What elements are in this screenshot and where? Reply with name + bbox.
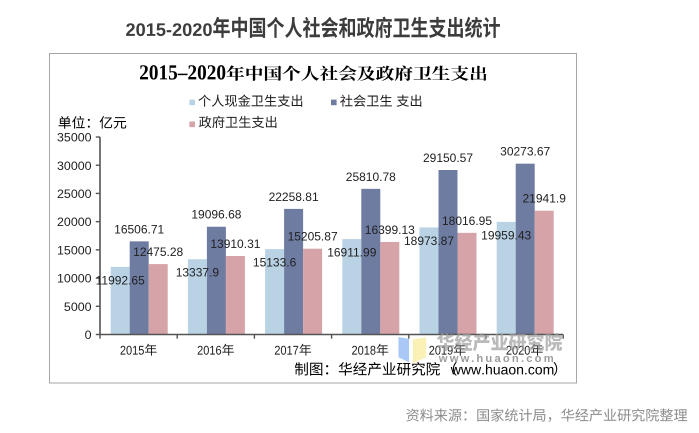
- svg-text:www.huaon.com: www.huaon.com: [438, 353, 556, 365]
- svg-text:18016.95: 18016.95: [442, 214, 492, 228]
- svg-text:15000: 15000: [57, 243, 92, 257]
- svg-text:16399.13: 16399.13: [365, 223, 415, 237]
- svg-text:21941.9: 21941.9: [523, 192, 567, 206]
- svg-text:15205.87: 15205.87: [288, 230, 338, 244]
- svg-text:30273.67: 30273.67: [500, 145, 550, 159]
- svg-text:30000: 30000: [57, 159, 92, 173]
- svg-text:13337.9: 13337.9: [176, 266, 220, 280]
- svg-text:29150.57: 29150.57: [423, 151, 473, 165]
- svg-text:12475.28: 12475.28: [133, 245, 183, 259]
- svg-text:25000: 25000: [57, 187, 92, 201]
- svg-text:0: 0: [85, 328, 92, 342]
- svg-text:13910.31: 13910.31: [210, 237, 260, 251]
- svg-text:5000: 5000: [64, 300, 92, 314]
- svg-text:19096.68: 19096.68: [191, 208, 241, 222]
- svg-text:11992.65: 11992.65: [96, 273, 145, 287]
- svg-text:15133.6: 15133.6: [253, 256, 297, 270]
- svg-text:16506.71: 16506.71: [114, 222, 164, 236]
- svg-text:20000: 20000: [57, 215, 92, 229]
- svg-text:10000: 10000: [57, 272, 92, 286]
- svg-text:18973.87: 18973.87: [404, 234, 454, 248]
- svg-text:25810.78: 25810.78: [346, 170, 396, 184]
- svg-text:35000: 35000: [57, 131, 92, 145]
- svg-text:16911.99: 16911.99: [327, 246, 376, 260]
- svg-text:22258.81: 22258.81: [269, 190, 319, 204]
- svg-text:19959.43: 19959.43: [481, 228, 531, 242]
